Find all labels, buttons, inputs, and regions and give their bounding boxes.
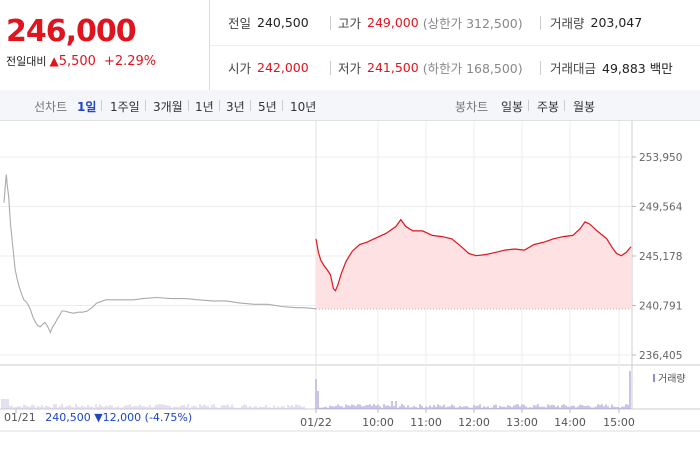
divider bbox=[210, 45, 700, 46]
y-tick-label: 236,405 bbox=[639, 350, 682, 362]
prev-change: ▼12,000 (-4.75%) bbox=[94, 411, 193, 424]
x-tick-label: 01/22 bbox=[300, 416, 332, 429]
series-line-today bbox=[315, 218, 632, 292]
x-tick-label: 15:00 bbox=[603, 416, 635, 429]
tab-5year[interactable]: 5년 bbox=[258, 100, 277, 114]
volume: 거래량 203,047 bbox=[550, 15, 643, 31]
y-tick-label: 249,564 bbox=[639, 202, 683, 214]
x-tick-label: 11:00 bbox=[410, 416, 442, 429]
divider bbox=[330, 16, 331, 30]
series-connector bbox=[304, 307, 317, 310]
divider bbox=[540, 61, 541, 75]
current-price: 246,000 bbox=[6, 14, 137, 49]
change-label: 전일대비 bbox=[6, 55, 47, 68]
prev-close: 전일 240,500 bbox=[228, 15, 309, 31]
change-value: 5,500 bbox=[58, 54, 96, 69]
tab-daily-candle[interactable]: 일봉 bbox=[501, 100, 524, 114]
quote-header: 246,000 전일대비 ▲5,500 +2.29% 전일 240,500 고가 249… bbox=[0, 0, 700, 91]
tab-10year[interactable]: 10년 bbox=[290, 100, 317, 114]
y-tick-label: 253,950 bbox=[639, 152, 682, 164]
tab-monthly-candle[interactable]: 월봉 bbox=[573, 100, 596, 114]
change-percent: +2.29% bbox=[103, 54, 157, 69]
y-tick-label: 240,791 bbox=[639, 301, 682, 313]
price-change: 전일대비 ▲5,500 +2.29% bbox=[6, 53, 156, 69]
chart-tabs: 선차트 1일 1주일 3개월 1년 3년 5년 10년 봉차트 일봉 주봉 월봉 bbox=[0, 90, 700, 121]
tab-1year[interactable]: 1년 bbox=[195, 100, 214, 114]
tab-3month[interactable]: 3개월 bbox=[153, 100, 183, 114]
low-price: 저가 241,500 (하한가 168,500) bbox=[338, 60, 523, 76]
price-box: 246,000 전일대비 ▲5,500 +2.29% bbox=[0, 0, 210, 90]
prev-date: 01/21 bbox=[4, 411, 36, 424]
x-tick-label: 10:00 bbox=[362, 416, 394, 429]
prev-price: 240,500 bbox=[45, 411, 91, 424]
line-chart-label: 선차트 bbox=[34, 100, 68, 114]
divider bbox=[330, 61, 331, 75]
x-tick-label: 13:00 bbox=[506, 416, 538, 429]
divider bbox=[540, 16, 541, 30]
x-tick-label: 14:00 bbox=[554, 416, 586, 429]
candle-chart-label: 봉차트 bbox=[455, 100, 489, 114]
triangle-up-icon: ▲ bbox=[49, 54, 59, 68]
tab-1week[interactable]: 1주일 bbox=[110, 100, 140, 114]
series-line-prev-day bbox=[3, 174, 305, 334]
prev-day-summary: 01/21 240,500 ▼12,000 (-4.75%) bbox=[4, 411, 192, 424]
high-price: 고가 249,000 (상한가 312,500) bbox=[338, 15, 523, 31]
series-area-today bbox=[316, 219, 631, 309]
volume-legend-swatch bbox=[653, 374, 655, 382]
x-tick-label: 12:00 bbox=[458, 416, 490, 429]
tab-3year[interactable]: 3년 bbox=[226, 100, 245, 114]
open-price: 시가 242,000 bbox=[228, 60, 309, 76]
volume-legend-label: 거래량 bbox=[658, 373, 686, 385]
trade-amount: 거래대금 49,883 백만 bbox=[550, 61, 673, 76]
y-tick-label: 245,178 bbox=[639, 251, 682, 263]
tab-1day[interactable]: 1일 bbox=[77, 100, 97, 114]
tab-weekly-candle[interactable]: 주봉 bbox=[537, 100, 560, 114]
